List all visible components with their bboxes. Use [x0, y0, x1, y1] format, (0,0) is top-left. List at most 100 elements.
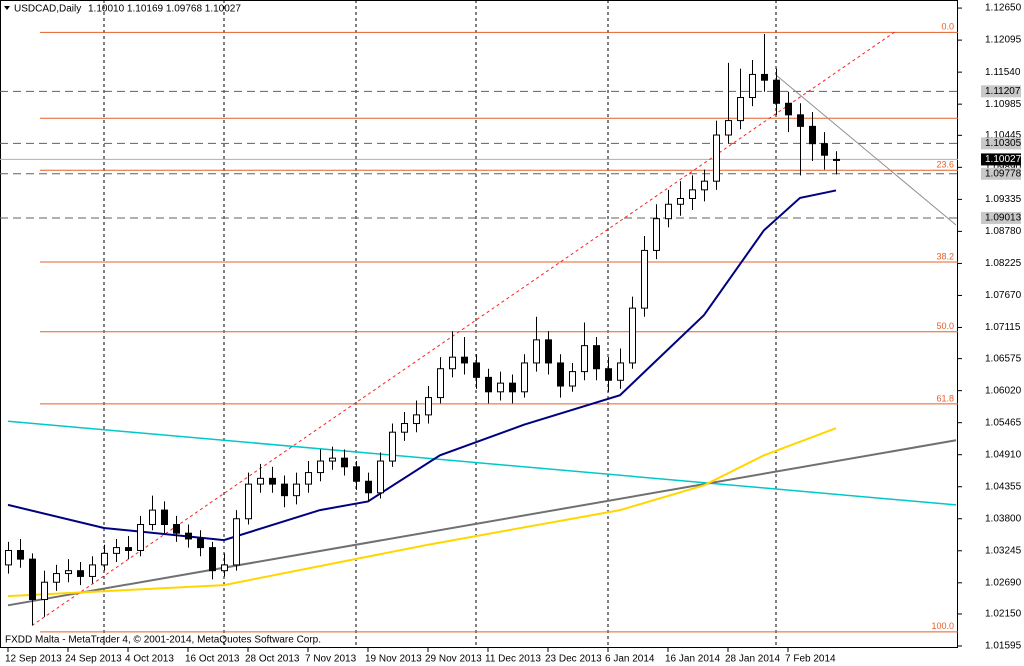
y-tick-label: 1.10985 — [985, 99, 1022, 110]
y-tick-label: 1.02690 — [985, 577, 1022, 588]
candle-body — [569, 371, 576, 387]
price-label: 1.10305 — [985, 138, 1022, 149]
ohlc-text: 1.10010 1.10169 1.09768 1.10027 — [88, 4, 241, 15]
y-tick-label: 1.12650 — [985, 3, 1022, 14]
candle-body — [629, 307, 636, 364]
symbol-title: USDCAD,Daily — [14, 4, 81, 15]
candle-body — [509, 382, 516, 393]
y-tick-label: 1.11540 — [985, 67, 1021, 78]
overlay-line — [7, 420, 957, 506]
candle-body — [113, 547, 120, 554]
price-label: 1.09778 — [985, 168, 1022, 179]
candle-body — [53, 573, 60, 583]
y-tick-label: 1.10445 — [985, 130, 1022, 141]
x-tick-label: 24 Sep 2013 — [65, 654, 122, 665]
candle-body — [365, 480, 372, 494]
x-tick-label: 28 Jan 2014 — [725, 654, 780, 665]
candle-body — [17, 549, 24, 560]
y-tick-label: 1.07115 — [985, 322, 1021, 333]
y-tick-label: 1.04355 — [985, 481, 1022, 492]
y-tick-label: 1.06020 — [985, 385, 1022, 396]
candle-body — [833, 158, 840, 161]
candle-body — [821, 143, 828, 156]
x-tick-label: 12 Sep 2013 — [5, 654, 62, 665]
price-axis-bg — [959, 0, 1024, 666]
x-tick-label: 4 Oct 2013 — [125, 654, 174, 665]
x-tick-label: 11 Dec 2013 — [485, 654, 541, 665]
candle-body — [605, 368, 612, 381]
candle-body — [665, 203, 672, 220]
y-tick-label: 1.03245 — [985, 545, 1022, 556]
x-tick-label: 28 Oct 2013 — [245, 654, 300, 665]
fib-label: 38.2 — [936, 251, 954, 261]
candle-body — [269, 477, 276, 485]
y-tick-label: 1.03800 — [985, 513, 1022, 524]
candle-body — [149, 509, 156, 526]
candle-body — [713, 134, 720, 182]
candle-body — [5, 549, 12, 566]
fib-label: 61.8 — [936, 393, 954, 403]
fib-label: 23.6 — [936, 160, 954, 170]
candle-body — [701, 180, 708, 191]
x-tick-label: 7 Feb 2014 — [785, 654, 836, 665]
candle-body — [593, 345, 600, 370]
x-tick-label: 16 Jan 2014 — [665, 654, 720, 665]
x-tick-label: 29 Nov 2013 — [425, 654, 482, 665]
candle-body — [389, 431, 396, 462]
candle-body — [125, 547, 132, 551]
candle-body — [653, 218, 660, 251]
overlay-line — [7, 439, 957, 607]
candle-body — [737, 97, 744, 122]
y-tick-label: 1.08225 — [985, 258, 1022, 269]
candle-body — [677, 197, 684, 205]
candle-body — [521, 362, 528, 393]
price-label: 1.11207 — [985, 86, 1021, 97]
price-label-box — [981, 211, 1021, 224]
overlay-line — [775, 74, 957, 226]
candle-body — [449, 356, 456, 370]
candle-body — [617, 362, 624, 381]
y-tick-label: 1.02150 — [985, 609, 1022, 620]
candle-body — [89, 564, 96, 577]
candle-body — [557, 362, 564, 387]
candle-body — [329, 457, 336, 462]
candle-body — [785, 102, 792, 116]
candle-body — [281, 483, 288, 497]
candle-body — [461, 356, 468, 364]
candle-body — [689, 189, 696, 199]
price-label-box — [981, 167, 1021, 180]
candle-body — [341, 457, 348, 468]
candle-body — [761, 73, 768, 81]
candle-body — [497, 382, 504, 393]
y-tick-label: 1.09335 — [985, 194, 1022, 205]
candle-body — [473, 362, 480, 378]
candle-body — [257, 477, 264, 485]
y-tick-label: 1.08780 — [985, 226, 1022, 237]
price-label: 1.09013 — [985, 213, 1022, 224]
footer: FXDD Malta - MetaTrader 4, © 2001-2014, … — [5, 635, 321, 646]
y-tick-label: 1.05465 — [985, 417, 1022, 428]
price-label-box — [981, 85, 1021, 98]
price-label-box — [981, 137, 1021, 150]
current-price-box — [981, 153, 1021, 166]
candle-body — [101, 552, 108, 566]
candle-body — [809, 125, 816, 145]
candle-body — [65, 570, 72, 575]
fib-label: 0.0 — [941, 22, 954, 32]
candle-body — [533, 339, 540, 364]
overlay-line — [7, 189, 837, 542]
candle-body — [209, 547, 216, 572]
candle-body — [773, 79, 780, 104]
overlay-line — [7, 427, 837, 598]
fib-label: 50.0 — [936, 321, 954, 331]
candle-body — [725, 120, 732, 136]
x-tick-label: 23 Dec 2013 — [545, 654, 602, 665]
fib-label: 100.0 — [931, 621, 954, 631]
menu-arrow[interactable] — [4, 6, 10, 10]
candle-body — [77, 570, 84, 577]
candle-body — [485, 376, 492, 393]
x-tick-label: 7 Nov 2013 — [305, 654, 357, 665]
candle-body — [245, 483, 252, 520]
